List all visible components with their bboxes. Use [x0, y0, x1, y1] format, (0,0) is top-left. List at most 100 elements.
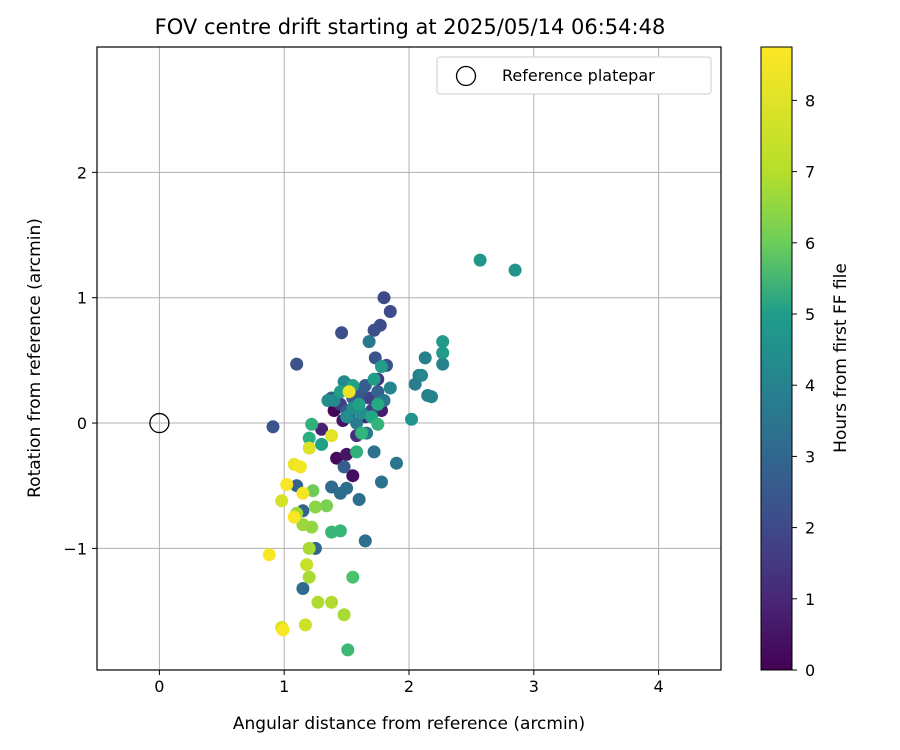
- colorbar-tick-label: 6: [805, 234, 815, 253]
- colorbar-tick-label: 7: [805, 163, 815, 182]
- scatter-point: [436, 335, 450, 349]
- scatter-point: [425, 390, 438, 404]
- colorbar-tick-label: 5: [805, 305, 815, 324]
- scatter-point: [371, 397, 385, 411]
- legend: Reference platepar: [436, 56, 712, 95]
- x-tick-label: 0: [154, 677, 164, 696]
- scatter-point: [337, 608, 351, 622]
- x-tick-label: 2: [404, 677, 414, 696]
- scatter-point: [293, 460, 307, 474]
- scatter-point: [377, 291, 391, 305]
- x-axis-ticks: 0 1 2 3 4: [154, 670, 664, 696]
- scatter-point: [300, 558, 314, 572]
- x-axis-label: Angular distance from reference (arcmin): [233, 714, 585, 734]
- colorbar-tick-label: 1: [805, 590, 815, 609]
- x-tick-label: 3: [529, 677, 539, 696]
- colorbar-tick-label: 3: [805, 447, 815, 466]
- scatter-point: [362, 335, 376, 349]
- colorbar-tick-label: 2: [805, 519, 815, 538]
- scatter-point: [405, 412, 418, 426]
- scatter-point: [302, 431, 316, 445]
- colorbar-gradient: [760, 46, 793, 671]
- legend-label: Reference platepar: [502, 66, 655, 85]
- scatter-point: [340, 447, 354, 461]
- x-tick-label: 1: [279, 677, 289, 696]
- scatter-point: [320, 499, 334, 513]
- legend-marker: [455, 65, 477, 87]
- scatter-point: [508, 263, 522, 277]
- scatter-point: [280, 478, 294, 491]
- scatter-point: [346, 469, 360, 483]
- y-tick-label: 1: [77, 289, 87, 308]
- scatter-point: [367, 445, 381, 459]
- scatter-point: [290, 357, 304, 371]
- scatter-points: [262, 253, 522, 657]
- scatter-point: [276, 623, 290, 637]
- x-tick-label: 4: [654, 677, 664, 696]
- scatter-point: [296, 518, 310, 532]
- scatter-point: [346, 570, 360, 584]
- scatter-point: [325, 429, 339, 443]
- scatter-point: [311, 595, 325, 609]
- scatter-point: [275, 494, 289, 508]
- scatter-point: [371, 417, 385, 431]
- colorbar-tick-label: 4: [805, 376, 815, 395]
- scatter-point: [262, 548, 276, 562]
- scatter-point: [383, 381, 397, 395]
- scatter-point: [335, 326, 349, 340]
- grid: [97, 47, 721, 670]
- scatter-point: [352, 493, 366, 506]
- scatter-point: [306, 484, 320, 498]
- scatter-point: [390, 456, 403, 470]
- scatter-point: [302, 441, 316, 455]
- scatter-point: [358, 534, 372, 548]
- colorbar: 0 1 2 3 4 5 6 7 8 Hours from first FF file: [760, 46, 851, 680]
- scatter-point: [325, 595, 339, 609]
- scatter-point: [473, 253, 487, 267]
- scatter-point: [367, 372, 381, 386]
- scatter-point: [375, 360, 388, 374]
- scatter-point: [315, 437, 329, 451]
- scatter-point: [436, 357, 450, 371]
- y-axis-ticks: −1 0 1 2: [63, 163, 97, 558]
- scatter-point: [418, 351, 432, 365]
- scatter-point: [302, 541, 316, 555]
- colorbar-tick-label: 8: [805, 91, 815, 110]
- scatter-point: [337, 460, 351, 474]
- y-tick-label: 2: [77, 163, 87, 182]
- reference-platepar-marker: [149, 412, 170, 434]
- scatter-point: [296, 582, 310, 595]
- scatter-point: [342, 385, 356, 399]
- legend-box: [436, 56, 712, 95]
- reference-layer: [149, 412, 170, 434]
- scatter-point: [341, 643, 355, 657]
- scatter-point: [355, 426, 369, 440]
- y-axis-label: Rotation from reference (arcmin): [25, 218, 45, 498]
- scatter-point: [305, 417, 319, 431]
- scatter-point: [415, 368, 428, 382]
- scatter-point: [383, 305, 397, 318]
- colorbar-tick-label: 0: [805, 661, 815, 680]
- scatter-point: [350, 416, 364, 430]
- chart-title: FOV centre drift starting at 2025/05/14 …: [155, 15, 666, 39]
- scatter-point: [266, 420, 280, 434]
- scatter-point: [352, 397, 366, 411]
- scatter-point: [330, 451, 344, 465]
- scatter-point: [298, 618, 312, 632]
- scatter-point: [340, 481, 354, 495]
- scatter-point: [375, 475, 388, 489]
- colorbar-ticks: 0 1 2 3 4 5 6 7 8: [792, 91, 815, 680]
- scatter-point: [350, 445, 364, 459]
- scatter-point: [287, 510, 301, 524]
- colorbar-label: Hours from first FF file: [831, 263, 851, 453]
- scatter-point: [436, 346, 450, 360]
- scatter-point: [302, 570, 316, 584]
- scatter-point: [315, 422, 329, 436]
- scatter-point: [308, 500, 322, 514]
- y-tick-label: −1: [63, 539, 87, 558]
- scatter-point: [296, 486, 310, 500]
- scatter-point: [321, 394, 335, 407]
- scatter-point: [367, 323, 381, 337]
- y-tick-label: 0: [77, 414, 87, 433]
